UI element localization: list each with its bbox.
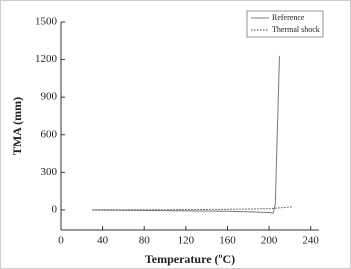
x-tick-label: 160 bbox=[219, 235, 236, 247]
y-tick-label: 900 bbox=[41, 91, 58, 103]
x-tick-label: 80 bbox=[139, 235, 151, 247]
y-axis-label: TMA (mm) bbox=[10, 97, 24, 155]
x-axis-label: Temperature (ºC) bbox=[145, 252, 235, 266]
x-tick-label: 200 bbox=[261, 235, 278, 247]
y-tick-label: 600 bbox=[41, 128, 58, 140]
x-tick-label: 240 bbox=[302, 235, 319, 247]
y-tick-label: 1500 bbox=[35, 16, 58, 28]
data-line bbox=[92, 55, 280, 214]
y-tick-label: 1200 bbox=[35, 53, 58, 65]
x-tick-label: 120 bbox=[178, 235, 195, 247]
legend-label: Thermal shock bbox=[272, 25, 320, 34]
data-line bbox=[92, 206, 292, 211]
y-tick-label: 300 bbox=[41, 166, 58, 178]
y-tick-label: 0 bbox=[52, 203, 58, 215]
legend-label: Reference bbox=[272, 13, 305, 22]
x-tick-label: 40 bbox=[97, 235, 109, 247]
legend-box bbox=[246, 10, 324, 38]
x-tick-label: 0 bbox=[58, 235, 64, 247]
